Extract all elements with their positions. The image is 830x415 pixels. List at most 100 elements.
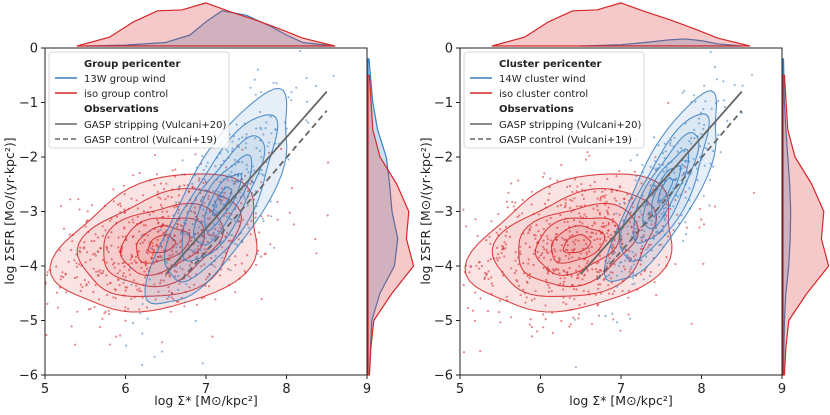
right-control-point	[638, 215, 641, 219]
left-control-point	[99, 326, 102, 329]
left-control-point	[237, 238, 240, 241]
left-wind-point	[240, 172, 243, 175]
right-control-point	[630, 225, 633, 228]
left-control-point	[175, 270, 178, 273]
right-y-tick-label: −3	[434, 205, 453, 220]
left-control-point	[114, 297, 117, 300]
left-control-point	[35, 283, 37, 285]
right-control-point	[542, 266, 545, 270]
right-control-point	[501, 271, 504, 274]
left-wind-point	[231, 179, 234, 182]
left-control-point	[109, 219, 112, 222]
right-control-point	[505, 295, 508, 298]
right-wind-point	[681, 91, 684, 94]
left-control-point	[138, 308, 141, 311]
left-control-point	[264, 252, 267, 255]
left-wind-point	[233, 242, 236, 245]
left-y-tick-label: −1	[19, 96, 38, 111]
right-control-point	[667, 235, 670, 238]
right-control-point	[614, 224, 617, 227]
left-control-point	[31, 295, 33, 297]
right-control-point	[640, 239, 643, 242]
right-control-point	[575, 277, 579, 280]
left-control-point	[193, 283, 196, 286]
right-wind-point	[655, 167, 658, 170]
right-control-point	[503, 255, 506, 258]
right-control-point	[650, 223, 653, 226]
right-wind-point	[708, 204, 711, 207]
left-wind-point	[259, 110, 262, 114]
right-wind-point	[697, 122, 701, 125]
left-wind-point	[258, 149, 262, 152]
right-control-point	[672, 229, 675, 232]
left-wind-point	[250, 170, 253, 173]
left-control-point	[121, 235, 124, 238]
right-control-point	[579, 252, 583, 255]
left-control-point	[168, 258, 171, 261]
right-wind-point	[715, 102, 718, 105]
right-control-point	[522, 288, 525, 291]
left-control-point	[254, 212, 257, 215]
left-control-point	[152, 262, 155, 265]
right-control-point	[611, 221, 614, 224]
left-wind-point	[194, 220, 197, 223]
left-wind-point	[270, 215, 273, 218]
left-control-point	[148, 241, 151, 244]
left-control-point	[61, 271, 64, 274]
right-control-point	[490, 282, 493, 285]
right-control-point	[619, 329, 622, 332]
right-legend-obs-title: Observations	[499, 104, 574, 115]
left-wind-point	[203, 237, 206, 240]
right-control-point	[611, 250, 614, 253]
left-control-point	[171, 253, 174, 256]
right-control-point	[640, 229, 643, 232]
left-control-point	[46, 271, 49, 274]
left-wind-contour-3	[181, 135, 266, 262]
right-control-point	[542, 228, 545, 231]
right-control-point	[501, 274, 505, 277]
left-wind-point	[228, 217, 231, 220]
left-control-point	[131, 235, 134, 239]
right-control-point	[559, 213, 562, 217]
right-wind-point	[676, 150, 679, 153]
right-control-point	[551, 244, 554, 247]
right-control-point	[659, 243, 662, 246]
right-control-point	[544, 318, 547, 321]
left-control-point	[187, 243, 190, 246]
right-control-point	[474, 218, 477, 221]
right-control-point	[509, 235, 512, 238]
right-x-tick-label: 5	[456, 382, 464, 397]
right-control-point	[622, 265, 625, 268]
right-wind-point	[612, 252, 615, 255]
right-control-point	[604, 203, 607, 206]
left-control-point	[154, 298, 157, 301]
right-wind-point	[676, 195, 680, 198]
left-control-point	[70, 325, 73, 328]
right-control-point	[556, 261, 559, 264]
right-control-point	[530, 325, 534, 329]
right-control-point	[607, 223, 610, 226]
right-wind-point	[653, 221, 657, 224]
left-control-point	[41, 257, 43, 259]
right-wind-point	[648, 274, 652, 277]
left-control-point	[203, 248, 206, 251]
left-control-point	[117, 278, 120, 281]
left-control-point	[208, 190, 211, 193]
left-control-point	[142, 194, 145, 197]
right-control-point	[612, 246, 616, 249]
left-control-point	[160, 206, 164, 209]
left-wind-point	[182, 258, 185, 261]
right-control-point	[599, 199, 602, 202]
left-control-point	[179, 245, 182, 249]
left-control-point	[138, 290, 141, 293]
right-wind-point	[656, 230, 659, 233]
left-control-point	[96, 236, 99, 239]
left-control-point	[75, 276, 79, 279]
right-control-point	[618, 169, 621, 173]
right-control-point	[559, 249, 562, 252]
right-control-point	[495, 257, 498, 260]
left-control-point	[124, 306, 127, 309]
left-control-point	[84, 261, 87, 264]
left-wind-point	[185, 283, 188, 286]
right-control-point	[598, 271, 601, 274]
